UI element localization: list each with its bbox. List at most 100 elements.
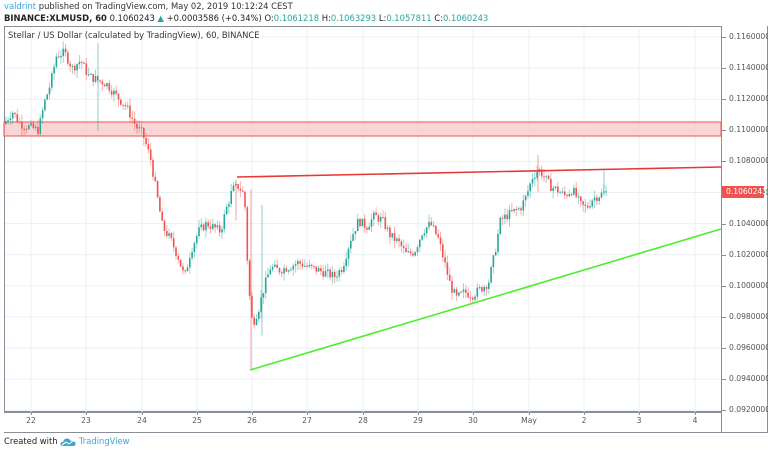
candle bbox=[101, 78, 104, 91]
candle bbox=[106, 82, 108, 90]
candle bbox=[214, 223, 216, 233]
candle bbox=[258, 309, 260, 323]
candle bbox=[550, 172, 552, 192]
candle bbox=[513, 208, 515, 214]
tradingview-brand-link[interactable]: TradingView bbox=[78, 436, 130, 446]
price-axis-label: 0.0980000 bbox=[729, 311, 768, 321]
candle bbox=[228, 200, 230, 214]
candle bbox=[386, 224, 389, 232]
candle bbox=[207, 219, 209, 230]
last-price: 0.1060243 bbox=[109, 13, 155, 23]
candle bbox=[600, 188, 603, 200]
candle bbox=[209, 219, 212, 234]
candle bbox=[16, 108, 19, 123]
candle bbox=[485, 285, 488, 297]
candle bbox=[253, 313, 255, 329]
candle bbox=[308, 259, 311, 269]
candle bbox=[71, 63, 74, 74]
time-axis-label: 3 bbox=[636, 416, 642, 425]
candle bbox=[547, 174, 550, 180]
price-axis-tick bbox=[722, 316, 726, 318]
candle bbox=[425, 226, 428, 238]
footer: Created with TradingView bbox=[4, 436, 130, 447]
candle bbox=[136, 119, 138, 134]
tradingview-cloud-icon bbox=[60, 438, 76, 446]
candle bbox=[193, 241, 196, 258]
candle bbox=[559, 190, 561, 194]
price-axis-label: 0.1100000 bbox=[729, 125, 768, 135]
axis-bottom-border bbox=[4, 432, 768, 433]
candle bbox=[51, 70, 53, 91]
candle bbox=[343, 262, 345, 274]
triangle-up-icon: ▲ bbox=[157, 13, 164, 23]
time-axis-tick bbox=[363, 412, 364, 415]
candle bbox=[103, 83, 106, 87]
candle bbox=[115, 85, 117, 96]
candle bbox=[76, 63, 78, 79]
candle bbox=[527, 185, 529, 199]
time-axis-label: 4 bbox=[692, 416, 698, 425]
candle bbox=[18, 117, 21, 124]
candle bbox=[221, 226, 223, 239]
candle bbox=[458, 291, 460, 298]
candle bbox=[7, 116, 9, 125]
candle bbox=[21, 114, 23, 137]
author-link[interactable]: valdrint bbox=[4, 1, 37, 11]
candle bbox=[577, 192, 580, 205]
candle bbox=[557, 181, 559, 197]
resistance-trend-line bbox=[236, 166, 722, 178]
time-axis-label: 22 bbox=[26, 416, 36, 425]
price-axis-label: 0.1040000 bbox=[729, 218, 768, 228]
candle bbox=[310, 264, 313, 270]
candle bbox=[327, 263, 329, 279]
candle bbox=[126, 101, 129, 110]
candle bbox=[605, 184, 607, 197]
candle bbox=[179, 259, 182, 267]
candle bbox=[561, 187, 564, 195]
candle bbox=[430, 216, 433, 227]
candle bbox=[382, 210, 384, 219]
candle bbox=[504, 208, 506, 225]
candle bbox=[356, 213, 359, 232]
candle bbox=[122, 104, 124, 110]
candle bbox=[53, 63, 55, 80]
candle bbox=[453, 287, 456, 294]
candle bbox=[520, 206, 522, 216]
candle bbox=[432, 221, 435, 228]
time-axis-tick bbox=[142, 412, 143, 415]
candle bbox=[244, 190, 246, 211]
candle bbox=[285, 265, 288, 273]
time-axis-label: 28 bbox=[358, 416, 368, 425]
candle bbox=[340, 266, 343, 275]
candle bbox=[370, 213, 373, 233]
candle bbox=[274, 260, 276, 268]
candle bbox=[361, 218, 364, 227]
candle bbox=[14, 112, 16, 118]
candle bbox=[497, 229, 499, 256]
price-axis-label: 0.1080000 bbox=[729, 156, 768, 166]
candle bbox=[582, 200, 584, 212]
candle bbox=[315, 266, 318, 276]
candle bbox=[55, 53, 58, 69]
candle bbox=[488, 279, 490, 294]
candle bbox=[446, 255, 449, 281]
candle bbox=[184, 269, 186, 275]
candle bbox=[554, 185, 557, 191]
chart-title: Stellar / US Dollar (calculated by Tradi… bbox=[8, 30, 260, 40]
candle bbox=[30, 119, 32, 128]
candle bbox=[333, 268, 336, 284]
low-label: L: bbox=[378, 13, 387, 23]
candle bbox=[566, 193, 568, 200]
candle bbox=[140, 122, 143, 135]
candle bbox=[297, 258, 299, 270]
candle bbox=[9, 111, 12, 125]
time-axis-tick bbox=[252, 412, 253, 415]
candle bbox=[524, 194, 527, 207]
candle bbox=[336, 270, 338, 282]
candle bbox=[156, 179, 159, 199]
close-label: C: bbox=[434, 13, 443, 23]
time-axis-tick bbox=[473, 412, 474, 415]
candle bbox=[363, 214, 366, 233]
candle bbox=[377, 212, 380, 226]
